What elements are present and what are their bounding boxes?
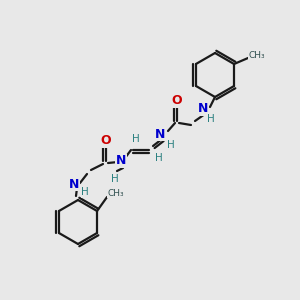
Text: H: H	[155, 153, 163, 163]
Text: H: H	[207, 114, 215, 124]
Text: O: O	[172, 94, 182, 107]
Text: N: N	[116, 154, 126, 167]
Text: H: H	[81, 187, 89, 197]
Text: N: N	[198, 103, 208, 116]
Text: CH₃: CH₃	[249, 50, 266, 59]
Text: N: N	[69, 178, 79, 190]
Text: H: H	[167, 140, 175, 150]
Text: N: N	[155, 128, 165, 140]
Text: CH₃: CH₃	[108, 188, 124, 197]
Text: O: O	[101, 134, 111, 148]
Text: H: H	[132, 134, 140, 144]
Text: H: H	[111, 174, 119, 184]
